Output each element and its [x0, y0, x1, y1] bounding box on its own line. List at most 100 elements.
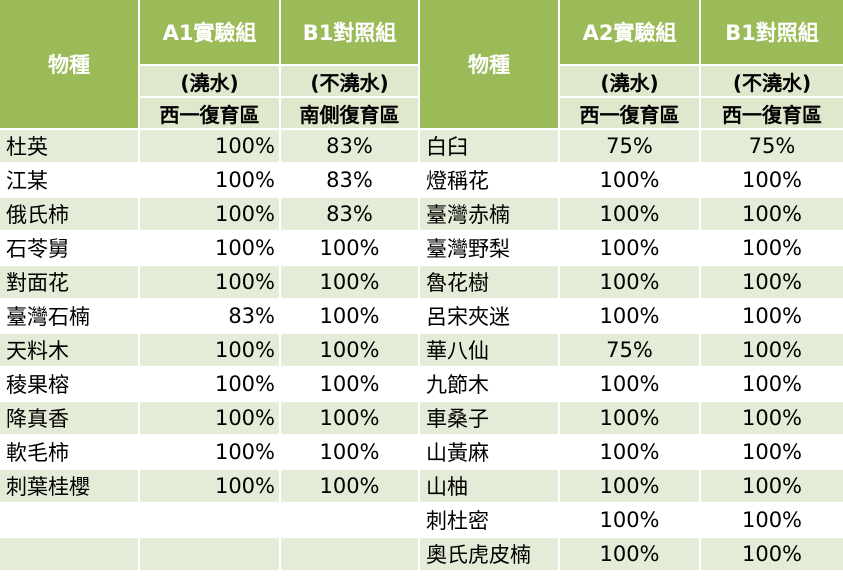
species-name-cell: 魯花樹	[420, 266, 560, 300]
survival-b1-west-cell: 100%	[701, 232, 843, 266]
species-name-cell: 杜英	[0, 130, 140, 164]
survival-a2-cell: 100%	[560, 538, 701, 572]
survival-b1-south-cell: 100%	[281, 436, 420, 470]
survival-b1-south-cell: 100%	[281, 368, 420, 402]
survival-a2-cell: 100%	[560, 300, 701, 334]
species-name-cell	[0, 538, 140, 572]
survival-b1-west-cell: 100%	[701, 436, 843, 470]
table-row: 江某 100% 83% 燈稱花 100% 100%	[0, 164, 843, 198]
species-name-cell: 臺灣石楠	[0, 300, 140, 334]
survival-a1-cell	[140, 504, 281, 538]
treatment-b1-south: (不澆水)	[281, 66, 420, 98]
survival-a1-cell: 100%	[140, 266, 281, 300]
survival-a2-cell: 100%	[560, 368, 701, 402]
species-name-cell: 山黃麻	[420, 436, 560, 470]
survival-b1-south-cell: 100%	[281, 232, 420, 266]
species-name-cell: 稜果榕	[0, 368, 140, 402]
species-header-right: 物種	[420, 0, 560, 130]
survival-b1-south-cell	[281, 538, 420, 572]
survival-b1-west-cell: 100%	[701, 402, 843, 436]
species-name-cell: 九節木	[420, 368, 560, 402]
survival-b1-south-cell: 83%	[281, 198, 420, 232]
species-name-cell: 石苓舅	[0, 232, 140, 266]
species-name-cell: 燈稱花	[420, 164, 560, 198]
species-name-cell: 臺灣赤楠	[420, 198, 560, 232]
group-title-a1: A1實驗組	[140, 0, 281, 66]
group-title-b1-west: B1對照組	[701, 0, 843, 66]
table-row: 俄氏柿 100% 83% 臺灣赤楠 100% 100%	[0, 198, 843, 232]
survival-a1-cell: 100%	[140, 368, 281, 402]
treatment-a2: (澆水)	[560, 66, 701, 98]
site-a2: 西一復育區	[560, 98, 701, 130]
survival-b1-south-cell: 83%	[281, 130, 420, 164]
survival-b1-west-cell: 100%	[701, 368, 843, 402]
survival-a2-cell: 100%	[560, 436, 701, 470]
table-row: 天料木 100% 100% 華八仙 75% 100%	[0, 334, 843, 368]
header-row-groups: 物種 A1實驗組 B1對照組 物種 A2實驗組 B1對照組	[0, 0, 843, 130]
species-name-cell: 呂宋夾迷	[420, 300, 560, 334]
survival-b1-west-cell: 100%	[701, 300, 843, 334]
survival-b1-west-cell: 100%	[701, 266, 843, 300]
survival-b1-south-cell: 100%	[281, 402, 420, 436]
survival-b1-west-cell: 100%	[701, 334, 843, 368]
table-row: 降真香 100% 100% 車桑子 100% 100%	[0, 402, 843, 436]
species-name-cell: 奧氏虎皮楠	[420, 538, 560, 572]
table-row: 刺葉桂櫻 100% 100% 山柚 100% 100%	[0, 470, 843, 504]
table-body: 杜英 100% 83% 白臼 75% 75% 江某 100% 83% 燈稱花 100% 100% 俄氏柿…	[0, 130, 843, 572]
survival-a2-cell: 100%	[560, 198, 701, 232]
species-name-cell: 天料木	[0, 334, 140, 368]
survival-a2-cell: 100%	[560, 402, 701, 436]
survival-b1-south-cell: 100%	[281, 300, 420, 334]
header-row-treatment: (澆水) (不澆水) (澆水) (不澆水)	[0, 66, 843, 98]
survival-b1-south-cell: 100%	[281, 470, 420, 504]
survival-a1-cell: 100%	[140, 436, 281, 470]
table-row: 刺杜密 100% 100%	[0, 504, 843, 538]
species-name-cell: 俄氏柿	[0, 198, 140, 232]
survival-b1-south-cell	[281, 504, 420, 538]
species-name-cell: 軟毛柿	[0, 436, 140, 470]
species-name-cell: 臺灣野梨	[420, 232, 560, 266]
survival-a1-cell: 100%	[140, 198, 281, 232]
species-name-cell: 刺葉桂櫻	[0, 470, 140, 504]
survival-b1-south-cell: 83%	[281, 164, 420, 198]
survival-b1-west-cell: 100%	[701, 470, 843, 504]
table-row: 軟毛柿 100% 100% 山黃麻 100% 100%	[0, 436, 843, 470]
survival-a1-cell: 100%	[140, 232, 281, 266]
survival-a1-cell: 100%	[140, 130, 281, 164]
survival-a2-cell: 100%	[560, 504, 701, 538]
survival-b1-west-cell: 100%	[701, 164, 843, 198]
survival-a1-cell: 100%	[140, 334, 281, 368]
species-name-cell: 華八仙	[420, 334, 560, 368]
survival-b1-west-cell: 100%	[701, 538, 843, 572]
survival-a2-cell: 75%	[560, 334, 701, 368]
table-row: 石苓舅 100% 100% 臺灣野梨 100% 100%	[0, 232, 843, 266]
survival-b1-south-cell: 100%	[281, 266, 420, 300]
site-b1-south: 南側復育區	[281, 98, 420, 130]
species-name-cell: 車桑子	[420, 402, 560, 436]
survival-b1-west-cell: 75%	[701, 130, 843, 164]
group-title-b1-south: B1對照組	[281, 0, 420, 66]
species-name-cell: 刺杜密	[420, 504, 560, 538]
species-header-left: 物種	[0, 0, 140, 130]
survival-a1-cell: 83%	[140, 300, 281, 334]
table-row: 臺灣石楠 83% 100% 呂宋夾迷 100% 100%	[0, 300, 843, 334]
group-title-a2: A2實驗組	[560, 0, 701, 66]
species-name-cell: 對面花	[0, 266, 140, 300]
species-name-cell	[0, 504, 140, 538]
survival-a1-cell	[140, 538, 281, 572]
survival-a2-cell: 75%	[560, 130, 701, 164]
survival-b1-south-cell: 100%	[281, 334, 420, 368]
species-name-cell: 山柚	[420, 470, 560, 504]
table-row: 稜果榕 100% 100% 九節木 100% 100%	[0, 368, 843, 402]
table-row: 奧氏虎皮楠 100% 100%	[0, 538, 843, 572]
table-row: 對面花 100% 100% 魯花樹 100% 100%	[0, 266, 843, 300]
table-row: 杜英 100% 83% 白臼 75% 75%	[0, 130, 843, 164]
survival-a2-cell: 100%	[560, 266, 701, 300]
survival-a1-cell: 100%	[140, 470, 281, 504]
survival-a1-cell: 100%	[140, 164, 281, 198]
site-b1-west: 西一復育區	[701, 98, 843, 130]
treatment-a1: (澆水)	[140, 66, 281, 98]
treatment-b1-west: (不澆水)	[701, 66, 843, 98]
survival-a2-cell: 100%	[560, 164, 701, 198]
